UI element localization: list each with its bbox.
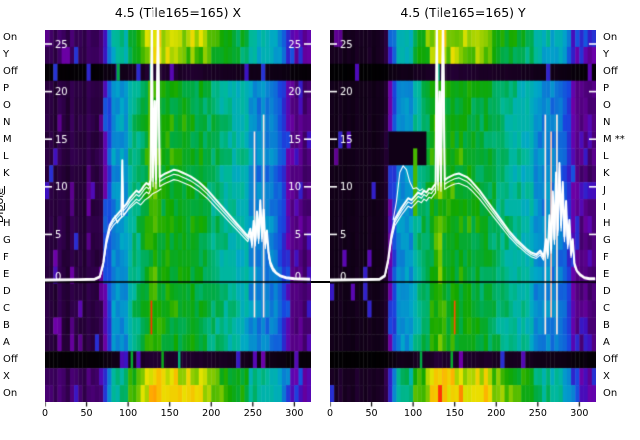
dipole-label-left: G	[3, 235, 11, 247]
dipole-label-right: M **	[603, 133, 625, 145]
dipole-label-right: P	[603, 83, 610, 95]
x-tick-label: 250	[243, 408, 262, 419]
dipole-label-right: N	[603, 117, 611, 128]
dipole-label-left: N	[3, 117, 11, 128]
dipole-label-right: Off	[603, 66, 618, 78]
dipole-label-left: X	[3, 370, 10, 382]
dipole-label-right: X	[603, 370, 610, 382]
dipole-label-left: M	[3, 133, 12, 145]
dipole-label-right: G	[603, 235, 611, 247]
line-overlay-panel-x	[45, 6, 311, 410]
dipole-label-left: K	[3, 167, 10, 179]
dipole-label-left: O	[3, 100, 11, 112]
x-tick-label: 100	[404, 408, 423, 419]
dipole-label-left: On	[3, 32, 18, 44]
dipole-label-left: Off	[3, 353, 18, 365]
x-tick-label: 0	[326, 408, 334, 419]
dipole-label-left: C	[3, 303, 10, 314]
dipole-label-right: I	[603, 201, 606, 213]
dipole-label-right: D	[603, 286, 611, 298]
dipole-label-right: E	[603, 269, 610, 281]
dipole-label-right: K	[603, 167, 610, 179]
x-tick-label: 150	[445, 408, 464, 419]
dipole-label-right: On	[603, 32, 618, 44]
zero-line-gap-segment	[311, 281, 330, 283]
line-overlay-panel-y	[330, 6, 596, 410]
dipole-label-right: L	[603, 150, 609, 162]
dipole-label-left: J	[3, 184, 6, 196]
dipole-label-left: E	[3, 269, 10, 281]
x-tick-label: 300	[570, 408, 589, 419]
x-tick-label: 150	[160, 408, 179, 419]
dipole-label-left: A	[3, 336, 10, 348]
x-tick-label: 200	[487, 408, 506, 419]
dipole-label-left: L	[3, 150, 9, 162]
dipole-label-left: On	[3, 387, 18, 399]
dipole-label-right: O	[603, 100, 611, 112]
dipole-label-right: C	[603, 303, 610, 314]
dipole-label-right: H	[603, 218, 611, 230]
dipole-label-right: J	[603, 184, 606, 196]
dipole-label-left: Y	[3, 49, 10, 61]
x-tick-label: 0	[41, 408, 49, 419]
dipole-label-left: I	[3, 201, 6, 213]
dipole-label-left: F	[3, 252, 9, 264]
dipole-label-right: F	[603, 252, 609, 264]
x-tick-label: 50	[80, 408, 93, 419]
dipole-label-right: Off	[603, 353, 618, 365]
dipole-label-right: Y	[603, 49, 610, 61]
dipole-label-left: B	[3, 319, 10, 331]
dipole-label-left: Off	[3, 66, 18, 78]
dipole-label-left: H	[3, 218, 11, 230]
x-tick-label: 50	[365, 408, 378, 419]
x-tick-label: 100	[119, 408, 138, 419]
x-tick-label: 250	[528, 408, 547, 419]
dipole-label-right: On	[603, 387, 618, 399]
dipole-label-left: P	[3, 83, 10, 95]
dipole-label-right: A	[603, 336, 610, 348]
dipole-label-left: D	[3, 286, 11, 298]
x-tick-label: 200	[202, 408, 221, 419]
x-tick-label: 300	[285, 408, 304, 419]
dipole-label-right: B	[603, 319, 610, 331]
